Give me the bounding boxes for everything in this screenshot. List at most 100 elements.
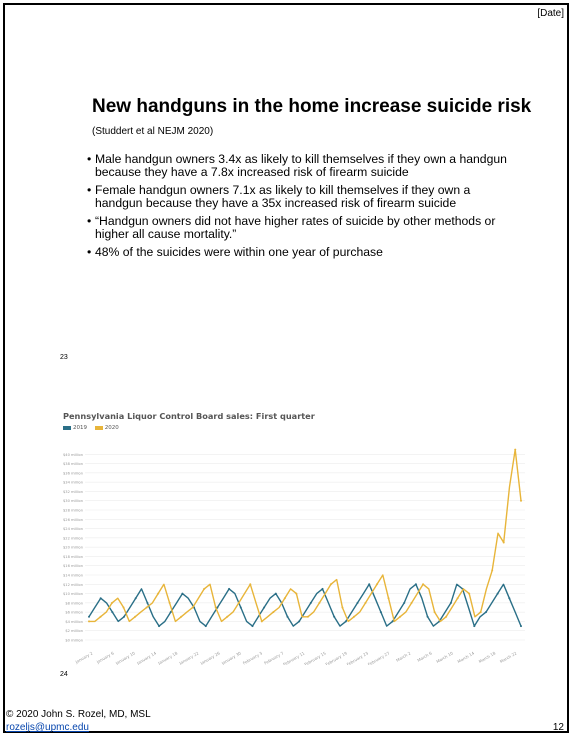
x-tick-label: February 27	[367, 650, 391, 665]
y-tick-label: $34 million	[63, 481, 83, 485]
y-tick-label: $0 million	[65, 639, 83, 643]
y-tick-label: $6 million	[65, 611, 83, 615]
date-label: [Date]	[537, 8, 564, 19]
data-point-2019	[321, 587, 324, 590]
series-line-2019	[88, 583, 522, 627]
data-point-2019	[508, 597, 511, 600]
data-point-2019	[181, 592, 184, 595]
data-point-2020	[468, 592, 471, 595]
data-point-2019	[344, 620, 347, 623]
bullet-item: Female handgun owners 7.1x as likely to …	[87, 184, 507, 210]
data-point-2020	[283, 597, 286, 600]
data-point-2019	[204, 625, 207, 628]
data-point-2020	[376, 583, 378, 586]
y-tick-label: $24 million	[63, 527, 83, 531]
data-point-2020	[445, 615, 448, 618]
y-tick-label: $26 million	[63, 518, 83, 522]
data-point-2019	[274, 592, 277, 595]
data-point-2019	[484, 611, 487, 614]
data-point-2019	[414, 583, 417, 586]
y-tick-label: $10 million	[63, 592, 83, 596]
data-point-2020	[422, 583, 425, 586]
y-tick-label: $30 million	[63, 499, 83, 503]
data-point-2020	[456, 597, 459, 600]
data-point-2019	[368, 583, 371, 586]
data-point-2020	[520, 499, 522, 502]
x-tick-label: January 30	[220, 650, 242, 665]
bullet-item: “Handgun owners did not have higher rate…	[87, 215, 507, 241]
legend-swatch-2020	[94, 425, 103, 430]
data-point-2020	[99, 615, 102, 618]
data-point-2019	[263, 606, 266, 609]
data-point-2020	[214, 606, 217, 609]
x-tick-label: March 18	[478, 650, 497, 664]
data-point-2020	[111, 601, 114, 604]
legend-item-2019: 2019	[63, 425, 87, 431]
data-point-2019	[158, 625, 161, 628]
data-point-2020	[180, 615, 183, 618]
data-point-2019	[216, 606, 219, 609]
legend-item-2020: 2020	[94, 425, 119, 431]
y-tick-label: $36 million	[63, 471, 83, 475]
bullet-list: Male handgun owners 3.4x as likely to ki…	[87, 153, 507, 264]
y-tick-label: $8 million	[65, 601, 83, 605]
x-tick-label: March 10	[435, 650, 454, 664]
bullet-item: Male handgun owners 3.4x as likely to ki…	[87, 153, 507, 179]
slide-title-text: New handguns in the home increase suicid…	[92, 96, 532, 117]
data-point-2019	[391, 620, 394, 623]
data-point-2019	[123, 615, 126, 618]
data-point-2020	[88, 620, 90, 623]
x-tick-label: January 14	[135, 650, 157, 665]
data-point-2020	[502, 541, 505, 544]
x-tick-label: March 2	[395, 650, 412, 663]
x-tick-label: March 22	[499, 650, 518, 664]
data-point-2020	[329, 583, 332, 586]
slide-frame	[3, 3, 569, 733]
email-link[interactable]: rozeljs@upmc.edu	[6, 722, 89, 733]
data-point-2019	[309, 601, 312, 604]
data-point-2019	[403, 601, 406, 604]
y-tick-label: $40 million	[63, 453, 83, 457]
data-point-2020	[479, 611, 482, 614]
data-point-2020	[145, 606, 148, 609]
x-tick-label: March 14	[457, 650, 476, 664]
data-point-2020	[237, 601, 240, 604]
data-point-2020	[364, 601, 367, 604]
data-point-2020	[260, 620, 263, 623]
data-point-2019	[496, 592, 499, 595]
data-point-2019	[520, 625, 522, 628]
data-point-2019	[379, 611, 382, 614]
data-point-2019	[146, 601, 149, 604]
data-point-2019	[286, 615, 289, 618]
legend-label-2020: 2020	[104, 425, 119, 431]
slide-title: New handguns in the home increase suicid…	[92, 96, 532, 143]
data-point-2020	[134, 615, 137, 618]
x-tick-label: January 18	[156, 650, 178, 665]
data-point-2019	[228, 587, 231, 590]
legend-swatch-2019	[63, 425, 71, 430]
page-number: 12	[552, 722, 564, 733]
x-tick-label: January 10	[114, 650, 136, 665]
x-tick-label: January 2	[74, 650, 94, 665]
data-point-2020	[410, 601, 413, 604]
chart-legend: 2019 2020	[63, 425, 125, 431]
data-point-2020	[433, 611, 436, 614]
data-point-2019	[111, 611, 114, 614]
x-tick-label: January 22	[177, 650, 199, 665]
data-point-2019	[99, 597, 102, 600]
y-tick-label: $20 million	[63, 546, 83, 550]
data-point-2020	[352, 615, 355, 618]
y-tick-label: $38 million	[63, 462, 83, 466]
data-point-2020	[341, 606, 344, 609]
data-point-2019	[298, 620, 301, 623]
y-tick-label: $18 million	[63, 555, 83, 559]
data-point-2019	[169, 611, 172, 614]
data-point-2019	[88, 615, 90, 618]
data-point-2020	[203, 587, 206, 590]
data-point-2020	[157, 592, 160, 595]
x-tick-label: January 6	[95, 650, 115, 665]
bullet-item: 48% of the suicides were within one year…	[87, 246, 507, 260]
data-point-2020	[168, 601, 171, 604]
data-point-2019	[473, 625, 476, 628]
data-point-2019	[426, 615, 429, 618]
